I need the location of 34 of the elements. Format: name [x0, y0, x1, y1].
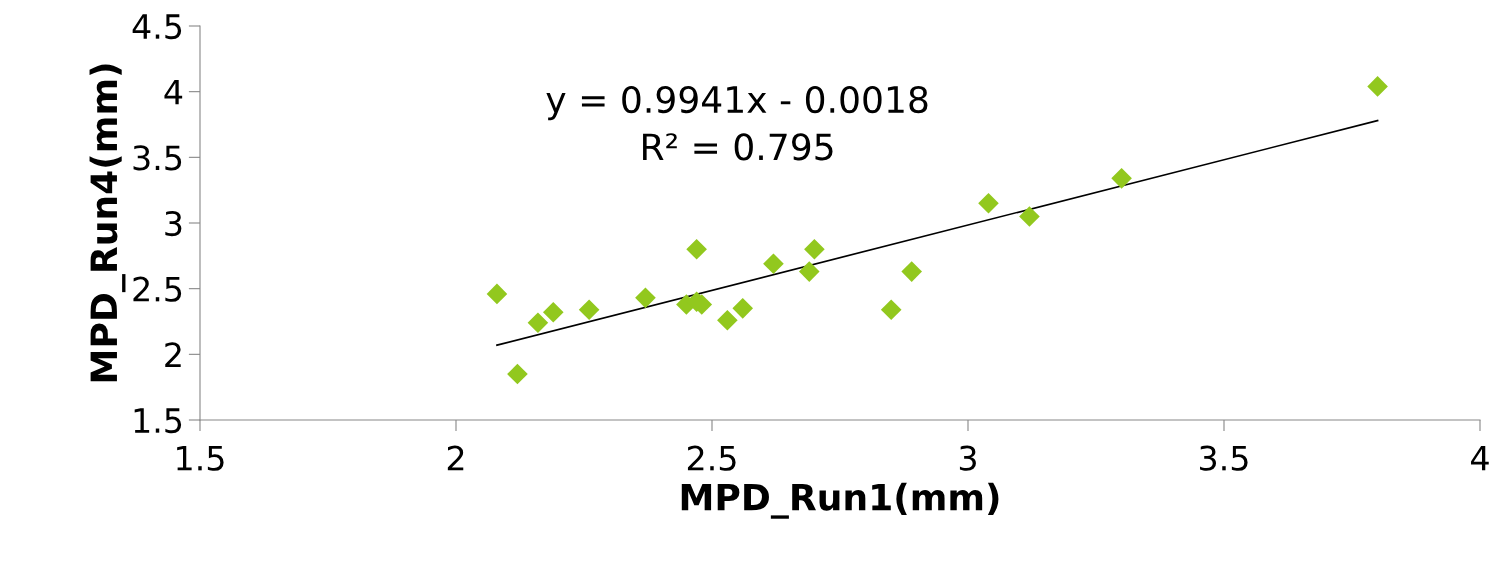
point: [1367, 76, 1388, 97]
x-tick-label: 3: [959, 445, 976, 471]
x-axis-title: MPD_Run1(mm): [681, 482, 999, 519]
point: [732, 298, 754, 319]
y-tick-label: 3: [165, 210, 182, 237]
point: [507, 363, 528, 385]
x-tick-label: 2: [447, 445, 464, 471]
x-tick-label: 4: [1471, 446, 1489, 471]
point: [1019, 206, 1040, 227]
point: [798, 261, 820, 282]
y-tick-label: 4.5: [132, 14, 182, 40]
point: [717, 309, 738, 331]
point: [901, 261, 922, 282]
point: [486, 283, 508, 305]
y-axis-title: MPD_Run4(mm): [89, 64, 126, 382]
point: [542, 302, 564, 323]
y-tick-label: 1.5: [134, 408, 182, 434]
point: [635, 287, 656, 309]
annotation: y = 0.9941x - 0.0018: [546, 85, 928, 121]
annotation: R² = 0.795: [643, 133, 833, 161]
point: [763, 253, 784, 275]
point: [1111, 168, 1132, 189]
point: [804, 238, 825, 260]
point: [578, 299, 600, 320]
x-tick-label: 3.5: [1200, 445, 1248, 471]
x-tick-label: 2.5: [687, 445, 736, 471]
y-tick-label: 4: [164, 80, 183, 105]
point: [527, 312, 549, 334]
y-tick-label: 3.5: [133, 145, 182, 171]
point: [880, 299, 902, 320]
point: [686, 238, 707, 260]
y-tick-label: 2.5: [133, 276, 182, 302]
y-tick-label: 2: [165, 342, 181, 367]
point: [978, 193, 999, 214]
